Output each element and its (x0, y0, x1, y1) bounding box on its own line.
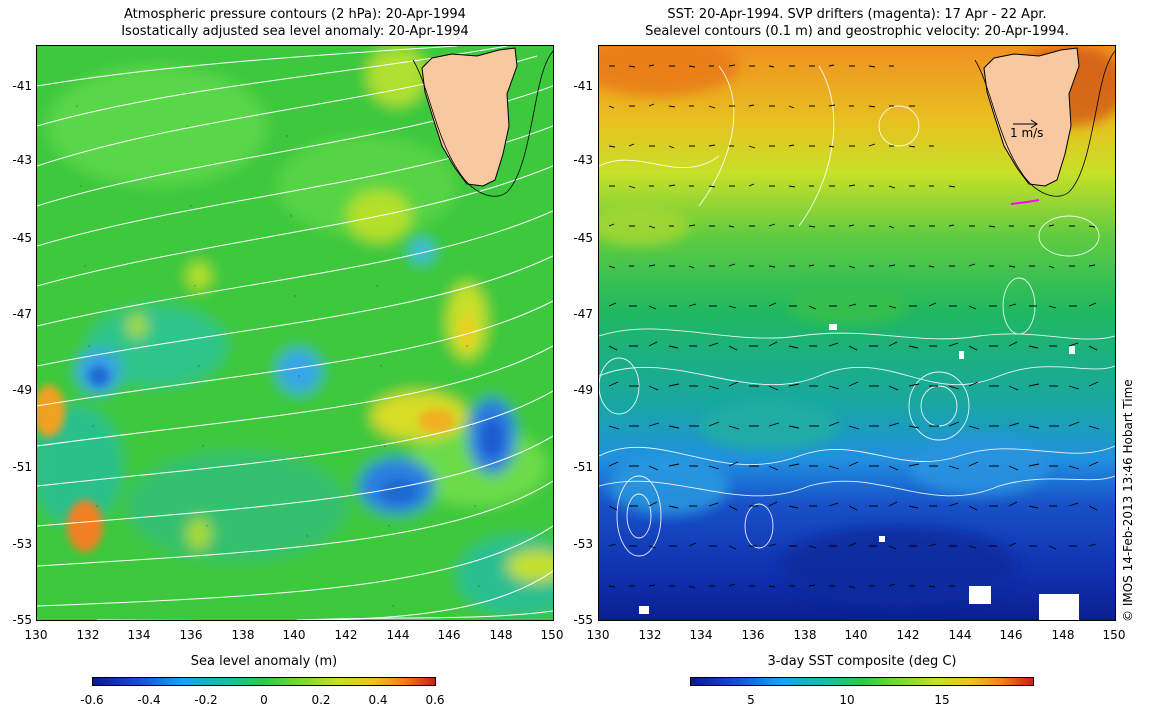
right-lat-tick-55: -55 (573, 613, 593, 627)
left-cb-label-6: 0.4 (368, 693, 388, 707)
right-map-title-line1: SST: 20-Apr-1994. SVP drifters (magenta)… (667, 7, 1047, 22)
left-lat-tick-41: -41 (12, 79, 32, 93)
sea-level-anomaly-map[interactable] (36, 45, 554, 621)
left-map-title-line1: Atmospheric pressure contours (2 hPa): 2… (124, 7, 466, 22)
right-lat-tick-51: -51 (573, 460, 593, 474)
left-lon-tick-146: 146 (437, 628, 461, 642)
left-lat-tick-51: -51 (12, 460, 32, 474)
right-lon-tick-132: 132 (638, 628, 662, 642)
altimeter-track-dots (76, 105, 480, 607)
right-lon-tick-142: 142 (896, 628, 920, 642)
right-lat-tick-49: -49 (573, 383, 593, 397)
right-lat-tick-43: -43 (573, 153, 593, 167)
left-lon-tick-136: 136 (179, 628, 203, 642)
left-lon-tick-142: 142 (334, 628, 358, 642)
svp-drifter-track (1010, 199, 1040, 205)
left-lat-tick-53: -53 (12, 537, 32, 551)
velocity-scale-label: 1 m/s (1010, 126, 1044, 140)
cloud-mask (639, 324, 1079, 620)
left-lon-tick-148: 148 (489, 628, 513, 642)
left-cb-label-3: -0.2 (194, 693, 218, 707)
left-cb-label-1: -0.6 (80, 693, 104, 707)
right-lon-tick-134: 134 (689, 628, 713, 642)
sealevel-contours (599, 65, 1115, 557)
right-lon-tick-144: 144 (948, 628, 972, 642)
left-lon-tick-138: 138 (231, 628, 255, 642)
sst-map[interactable] (598, 45, 1116, 621)
right-map-title-line2: Sealevel contours (0.1 m) and geostrophi… (645, 24, 1069, 39)
imos-credit: © IMOS 14-Feb-2013 13:46 Hobart Time (1121, 379, 1135, 622)
left-lat-tick-45: -45 (12, 231, 32, 245)
left-lat-tick-55: -55 (12, 613, 32, 627)
left-map-title-line2: Isostatically adjusted sea level anomaly… (121, 24, 469, 39)
right-lat-tick-41: -41 (573, 79, 593, 93)
tasmania-land (412, 47, 553, 197)
sea-level-anomaly-svg (37, 46, 553, 620)
left-cb-label-2: -0.4 (137, 693, 161, 707)
velocity-scale-arrow (1013, 119, 1038, 129)
right-lon-tick-138: 138 (793, 628, 817, 642)
anomaly-extremes (37, 313, 502, 552)
left-cb-label-5: 0.2 (311, 693, 331, 707)
pressure-contours (37, 46, 553, 620)
left-lat-tick-47: -47 (12, 307, 32, 321)
right-lon-tick-130: 130 (586, 628, 610, 642)
left-lon-tick-134: 134 (127, 628, 151, 642)
right-lon-tick-136: 136 (741, 628, 765, 642)
right-cb-label-5: 5 (747, 693, 755, 707)
left-lat-tick-43: -43 (12, 153, 32, 167)
right-cb-label-10: 10 (839, 693, 855, 707)
right-lat-tick-45: -45 (573, 231, 593, 245)
right-lat-tick-47: -47 (573, 307, 593, 321)
right-lat-tick-53: -53 (573, 537, 593, 551)
left-lon-tick-140: 140 (282, 628, 306, 642)
right-lon-tick-150: 150 (1102, 628, 1126, 642)
right-lon-tick-146: 146 (999, 628, 1023, 642)
left-cb-label-7: 0.6 (425, 693, 445, 707)
sea-level-colorbar (92, 677, 436, 686)
right-colorbar-title: 3-day SST composite (deg C) (767, 654, 957, 669)
sst-features (599, 46, 1115, 606)
geostrophic-velocity-arrows (608, 64, 1100, 589)
sst-svg (599, 46, 1115, 620)
left-lon-tick-132: 132 (76, 628, 100, 642)
left-lon-tick-150: 150 (540, 628, 564, 642)
right-lon-tick-148: 148 (1051, 628, 1075, 642)
tasmania-land-sst (974, 47, 1115, 197)
left-colorbar-title: Sea level anomaly (m) (190, 654, 338, 669)
left-lon-tick-144: 144 (386, 628, 410, 642)
left-lat-tick-49: -49 (12, 383, 32, 397)
right-cb-label-15: 15 (934, 693, 950, 707)
sst-colorbar (690, 677, 1034, 686)
right-lon-tick-140: 140 (844, 628, 868, 642)
left-cb-label-4: 0 (260, 693, 268, 707)
left-lon-tick-130: 130 (24, 628, 48, 642)
